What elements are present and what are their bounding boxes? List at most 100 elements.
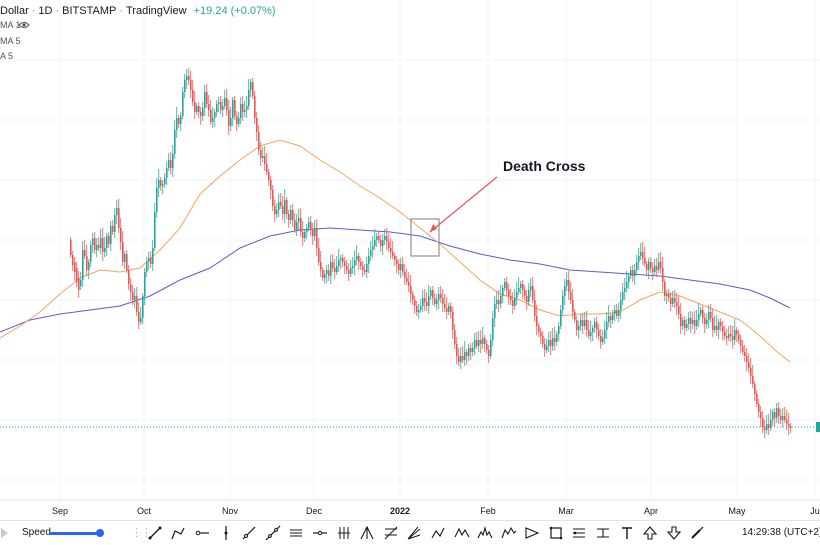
candle (160, 177, 162, 191)
arrow-down-icon[interactable] (662, 522, 686, 544)
vertical-line-icon[interactable] (214, 522, 238, 544)
trend-line-icon[interactable] (143, 522, 167, 544)
candle (650, 257, 652, 273)
price-range-icon[interactable] (591, 522, 615, 544)
path-icon[interactable] (167, 522, 191, 544)
speed-slider-track[interactable] (50, 532, 102, 535)
symbol-name[interactable]: Dollar (0, 5, 29, 17)
candle (438, 287, 440, 309)
drag-handle-icon[interactable]: ⋮⋮ (131, 527, 152, 539)
candle (640, 243, 642, 260)
candle (732, 326, 734, 349)
head-shoulders-icon[interactable] (473, 522, 497, 544)
candle (764, 420, 766, 438)
candle (194, 91, 196, 119)
moving-average-fast (0, 139, 791, 363)
fib-retracement-icon[interactable] (379, 522, 403, 544)
candle (522, 280, 524, 299)
candle (694, 311, 696, 334)
candle (334, 259, 336, 279)
candle (766, 415, 768, 434)
candle (296, 214, 298, 236)
candle (582, 313, 584, 334)
abcd-pattern-icon[interactable] (426, 522, 450, 544)
text-icon[interactable] (615, 522, 639, 544)
candle (282, 196, 284, 220)
candle (284, 189, 286, 223)
candle (472, 342, 474, 356)
candle (634, 264, 636, 285)
candle (86, 245, 88, 276)
candle (712, 309, 714, 337)
pitchfork-icon[interactable] (355, 522, 379, 544)
rectangle-icon[interactable] (544, 522, 568, 544)
indicator-legend-3[interactable]: A 5 (0, 51, 13, 61)
candle (408, 272, 410, 292)
candle (200, 107, 202, 125)
candle (670, 292, 672, 311)
triangle-pattern-icon[interactable] (521, 522, 545, 544)
candle (362, 261, 364, 277)
xabcd-pattern-icon[interactable] (450, 522, 474, 544)
candle (538, 323, 540, 337)
interval[interactable]: 1D (38, 5, 53, 17)
gann-fan-icon[interactable] (403, 522, 427, 544)
candle (92, 233, 94, 253)
candle (680, 303, 682, 334)
candle (464, 341, 466, 366)
chart-header: Dollar · 1D · BITSTAMP · TradingView +19.24 (+… (0, 5, 276, 17)
candle (306, 224, 308, 239)
candle (98, 237, 100, 251)
candle (658, 253, 660, 273)
candle (356, 245, 358, 265)
candle (558, 322, 560, 341)
candle (364, 264, 366, 275)
candle (122, 231, 124, 266)
cross-line-icon[interactable] (332, 522, 356, 544)
candle (508, 284, 510, 305)
candle (308, 217, 310, 231)
candle (696, 310, 698, 330)
candle (390, 238, 392, 259)
horizontal-line-icon[interactable] (308, 522, 332, 544)
elliott-wave-icon[interactable] (497, 522, 521, 544)
candle (598, 324, 600, 340)
candle (184, 74, 186, 98)
indicator-legend-1[interactable]: MA 1 (0, 20, 21, 30)
horizontal-ray-icon[interactable] (190, 522, 214, 544)
candle (570, 282, 572, 304)
candle (530, 278, 532, 297)
eye-icon[interactable] (18, 21, 30, 29)
candle (412, 291, 414, 305)
candle (190, 71, 192, 98)
indicator-legend-2[interactable]: MA 5 (0, 36, 21, 46)
candle (526, 290, 528, 310)
candle (482, 327, 484, 349)
candle (260, 142, 262, 166)
candle (376, 233, 378, 247)
candle (100, 229, 102, 254)
long-position-icon[interactable] (568, 522, 592, 544)
candle (428, 285, 430, 314)
candle (368, 248, 370, 273)
candle (114, 208, 116, 238)
chart-grid (0, 0, 820, 500)
candle (630, 266, 632, 279)
candle (520, 281, 522, 294)
price-change: +19.24 (+0.07%) (193, 5, 276, 17)
candle (536, 305, 538, 335)
speed-slider-handle[interactable] (96, 529, 104, 537)
extended-line-icon[interactable] (261, 522, 285, 544)
candle (212, 107, 214, 128)
candle (300, 208, 302, 237)
play-icon[interactable] (1, 528, 8, 538)
brush-icon[interactable] (686, 522, 710, 544)
candle (406, 269, 408, 285)
x-tick-label: Oct (137, 506, 152, 516)
exchange: BITSTAMP (62, 5, 117, 17)
arrow-up-icon[interactable] (638, 522, 662, 544)
ray-icon[interactable] (237, 522, 261, 544)
candle (588, 320, 590, 339)
parallel-channel-icon[interactable] (285, 522, 309, 544)
